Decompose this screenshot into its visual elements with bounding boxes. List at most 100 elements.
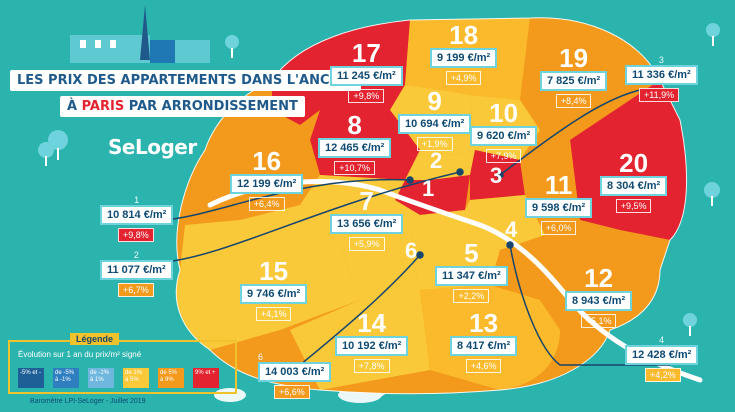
legend-swatch: de -1% à 1% [88,368,114,388]
district-number: 14 [357,308,387,338]
district-price: 11 245 €/m² [330,66,403,86]
callout-id: 2 [133,250,139,260]
district-price: 10 694 €/m² [398,114,472,134]
district-delta: +7,9% [485,149,522,163]
district-number: 7 [359,186,374,216]
legend: Légende Évolution sur 1 an du prix/m² si… [8,333,237,394]
district-number: 6 [405,238,418,263]
district-delta: +8,4% [555,94,592,108]
district-label-1: 1 [422,176,434,202]
district-label-9: 9 10 694 €/m² +1,9% [398,86,472,152]
district-number: 8 [347,110,362,140]
callout-price: 12 428 €/m² [625,345,699,365]
district-price: 13 656 €/m² [330,214,404,234]
callout-delta: +11,9% [639,88,680,102]
title-post: par arrondissement [128,99,298,114]
seine-river [207,179,703,383]
callout-price: 11 077 €/m² [100,260,173,280]
district-delta: +4,1% [255,307,292,321]
district-label-17: 17 11 245 €/m² +9,8% [330,40,403,104]
district-label-6: 6 [405,238,417,264]
callout-delta: +4,2% [645,368,681,382]
callout-2: 2 11 077 €/m² +6,7% [100,250,173,298]
district-number: 9 [427,86,442,116]
district-label-12: 12 8 943 €/m² +5,1% [565,263,633,329]
district-label-5: 5 11 347 €/m² +2,2% [435,240,508,304]
legend-swatch: de 5% à 9% [158,368,184,388]
district-delta: +9,8% [348,89,385,103]
district-number: 12 [584,263,614,293]
skyline-icon [70,5,210,63]
callout-price: 11 336 €/m² [625,65,698,85]
callout-delta: +6,7% [118,283,154,297]
legend-swatch: de 1% à 5% [123,368,149,388]
district-number: 5 [464,238,479,268]
district-delta: +7,8% [353,359,390,373]
district-label-11: 11 9 598 €/m² +6,0% [525,170,593,236]
district-label-4: 4 [505,217,517,243]
district-label-2: 2 [430,148,442,174]
district-price: 10 192 €/m² [335,336,409,356]
district-number: 11 [544,170,573,200]
district-price: 9 620 €/m² [470,126,538,146]
district-price: 8 417 €/m² [450,336,518,356]
district-number: 16 [252,146,282,176]
district-label-14: 14 10 192 €/m² +7,8% [335,308,409,374]
district-price: 9 746 €/m² [240,284,308,304]
district-price: 12 199 €/m² [230,174,304,194]
district-delta: +4,9% [445,71,482,85]
district-number: 10 [489,98,519,128]
district-delta: +2,2% [453,289,490,303]
district-price: 8 304 €/m² [600,176,668,196]
district-15-area [176,205,360,350]
district-20-area [570,80,687,240]
district-price: 12 465 €/m² [318,138,392,158]
district-price: 11 347 €/m² [435,266,508,286]
district-label-19: 19 7 825 €/m² +8,4% [540,43,608,109]
district-number: 3 [490,163,503,188]
footer-source: Baromètre LPI-SeLoger - Juillet 2019 [30,398,146,405]
title-pre: à [67,99,78,114]
district-label-20: 20 8 304 €/m² +9,5% [600,148,668,214]
legend-title: Légende [70,333,120,345]
district-delta: +9,5% [615,199,652,213]
district-delta: +1,9% [416,137,453,151]
district-number: 13 [469,308,499,338]
district-label-15: 15 9 746 €/m² +4,1% [240,256,308,322]
tree-icon [38,23,720,336]
district-price: 8 943 €/m² [565,291,633,311]
callout-1: 1 10 814 €/m² +9,8% [100,195,174,243]
district-delta: +6,4% [248,197,285,211]
district-label-18: 18 9 199 €/m² +4,9% [430,20,498,86]
district-label-8: 8 12 465 €/m² +10,7% [318,110,392,176]
district-number: 4 [505,217,518,242]
district-delta: +10,7% [334,161,376,175]
callout-delta: +6,6% [274,385,310,399]
district-price: 9 199 €/m² [430,48,498,68]
callout-id: 4 [659,335,665,345]
title-line-2: à Paris par arrondissement [60,96,305,117]
district-number: 20 [619,148,649,178]
legend-swatch: 9% et + [193,368,219,388]
callout-id: 1 [134,195,140,205]
district-price: 7 825 €/m² [540,71,608,91]
brand-logo: SeLoger [108,135,197,159]
callout-price: 14 003 €/m² [258,362,332,382]
district-delta: +6,0% [540,221,577,235]
district-number: 19 [559,43,589,73]
callout-id: 6 [258,352,264,362]
title-city: Paris [81,99,125,114]
district-label-10: 10 9 620 €/m² +7,9% [470,98,538,164]
district-number: 15 [259,256,289,286]
callout-lines [164,89,670,366]
callout-3: 3 11 336 €/m² +11,9% [625,55,698,103]
district-number: 2 [430,148,443,173]
district-number: 18 [449,20,479,50]
title-line-1: Les prix des appartements dans l'ancien [10,70,362,91]
district-price: 9 598 €/m² [525,198,593,218]
callout-delta: +9,8% [118,228,154,242]
district-label-7: 7 13 656 €/m² +5,9% [330,186,404,252]
district-delta: +5,9% [348,237,385,251]
callout-id: 3 [658,55,664,65]
